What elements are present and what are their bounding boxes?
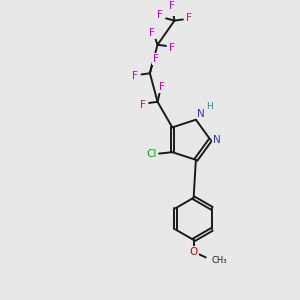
Text: F: F	[149, 28, 155, 38]
Text: N: N	[213, 135, 220, 145]
Text: N: N	[197, 109, 205, 118]
Text: CH₃: CH₃	[212, 256, 227, 265]
Text: F: F	[186, 13, 192, 23]
Text: O: O	[190, 247, 198, 257]
Text: F: F	[140, 100, 146, 110]
Text: F: F	[169, 43, 175, 52]
Text: F: F	[169, 1, 175, 11]
Text: F: F	[159, 82, 165, 92]
Text: F: F	[157, 10, 163, 20]
Text: F: F	[132, 71, 138, 81]
Text: Cl: Cl	[146, 148, 156, 159]
Text: H: H	[206, 102, 213, 111]
Text: F: F	[153, 54, 158, 64]
